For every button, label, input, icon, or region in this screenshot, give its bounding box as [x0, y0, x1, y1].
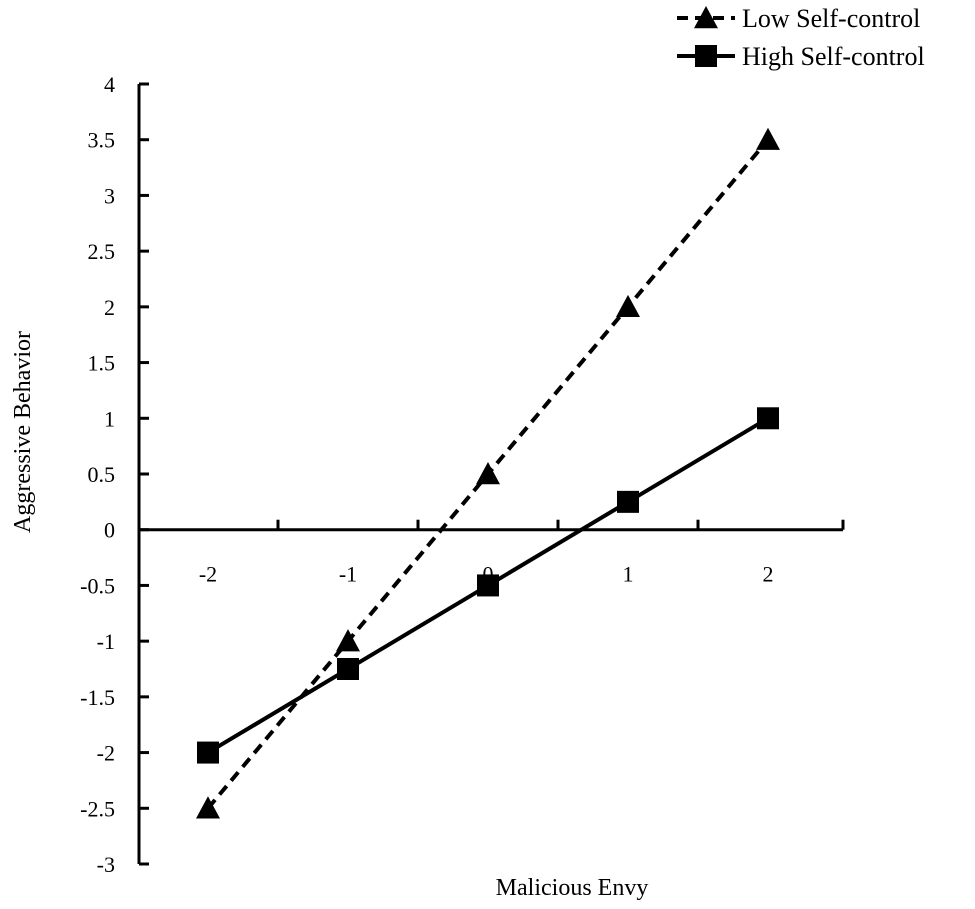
y-tick-label: -1.5: [80, 685, 115, 710]
series-layer: [196, 127, 780, 819]
x-axis-title: Malicious Envy: [496, 875, 649, 901]
x-tick-label: 2: [763, 562, 774, 587]
y-tick-label: 3.5: [88, 128, 116, 153]
y-tick-label: 0.5: [88, 462, 116, 487]
series-high-self-control: [197, 407, 779, 764]
y-tick-label: 3: [104, 183, 115, 208]
y-axis-title: Aggressive Behavior: [10, 331, 36, 533]
x-tick-label: 0: [483, 562, 494, 587]
data-point-square: [197, 741, 219, 764]
axes: 4 3.5 3 2.5 2 1.5 1 0.5 0 -0.5 -1 -1.5 -2 -2.5 -3 -2 -1 0…: [80, 72, 845, 877]
data-point-triangle: [476, 462, 500, 485]
x-tick-label: 1: [623, 562, 634, 587]
data-point-square: [477, 574, 499, 597]
legend-label: High Self-control: [742, 42, 925, 71]
y-tick-label: 1.5: [88, 351, 116, 376]
y-tick-label: -2: [97, 741, 115, 766]
data-point-triangle: [336, 629, 360, 652]
data-point-square: [617, 490, 639, 513]
data-point-triangle: [196, 796, 220, 819]
data-point-triangle: [616, 294, 640, 318]
legend-label: Low Self-control: [742, 4, 920, 33]
legend-item: Low Self-control: [677, 4, 920, 33]
y-tick-label: 4: [104, 72, 115, 97]
x-tick-label: -1: [339, 562, 357, 587]
legend: Low Self-control High Self-control: [677, 4, 925, 71]
x-tick-label: -2: [199, 562, 217, 587]
y-tick-label: 0: [104, 518, 115, 543]
data-point-square: [337, 658, 359, 680]
y-tick-label: -1: [97, 629, 115, 654]
data-point-square: [757, 407, 779, 430]
legend-item: High Self-control: [677, 42, 925, 71]
y-tick-label: -2.5: [80, 796, 115, 821]
y-tick-label: 2.5: [88, 239, 116, 264]
series-low-self-control: [196, 127, 780, 819]
y-tick-label: 1: [104, 406, 115, 431]
legend-triangle-marker: [694, 6, 718, 29]
data-point-triangle: [756, 127, 780, 150]
y-tick-label: 2: [104, 295, 115, 320]
legend-square-marker: [695, 45, 717, 67]
y-tick-label: -3: [97, 852, 115, 877]
y-tick-label: -0.5: [80, 573, 115, 598]
